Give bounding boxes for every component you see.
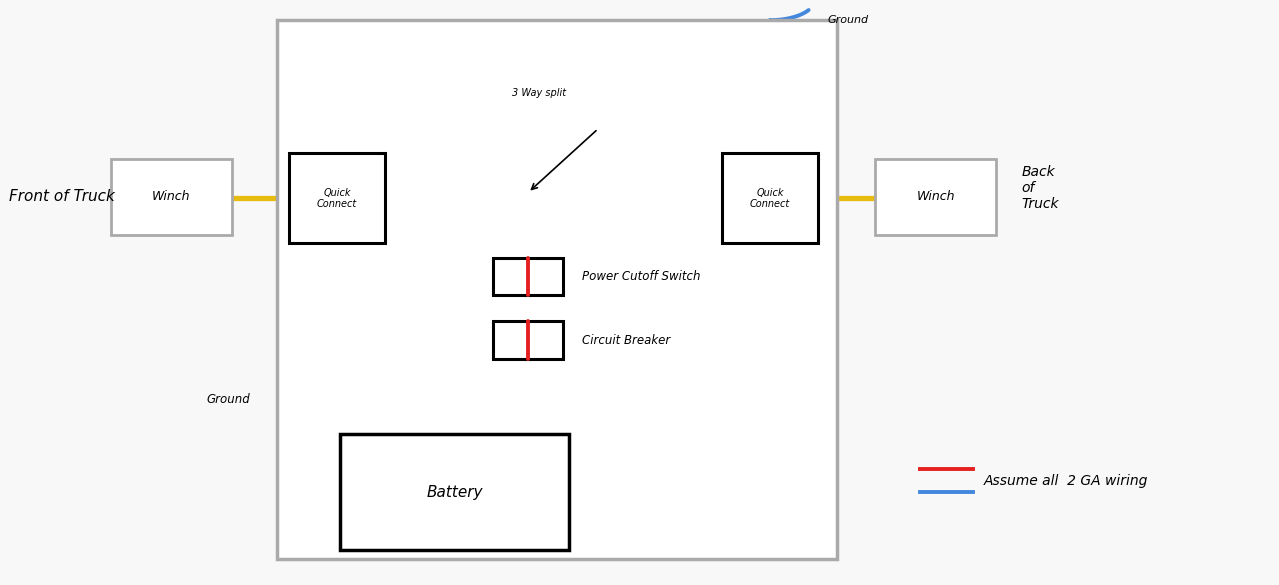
Text: Ground: Ground [828, 15, 870, 25]
Text: Quick
Connect: Quick Connect [749, 188, 790, 209]
Text: Back
of
Truck: Back of Truck [1022, 165, 1059, 211]
Bar [492, 322, 563, 359]
Bar [723, 153, 817, 243]
Text: Circuit Breaker: Circuit Breaker [582, 334, 670, 347]
Text: Front of Truck: Front of Truck [9, 190, 115, 204]
Text: Battery: Battery [427, 485, 483, 500]
Text: Ground: Ground [206, 393, 251, 406]
Bar [492, 258, 563, 295]
Text: Power Cutoff Switch: Power Cutoff Switch [582, 270, 701, 283]
Bar [875, 159, 996, 235]
Bar [111, 159, 231, 235]
Bar [340, 435, 569, 550]
Bar [289, 153, 385, 243]
Text: Assume all  2 GA wiring: Assume all 2 GA wiring [984, 474, 1147, 488]
Text: Quick
Connect: Quick Connect [317, 188, 357, 209]
Text: Winch: Winch [152, 190, 191, 204]
Text: Winch: Winch [916, 190, 955, 204]
Bar [276, 20, 836, 559]
Text: 3 Way split: 3 Way split [512, 88, 567, 98]
